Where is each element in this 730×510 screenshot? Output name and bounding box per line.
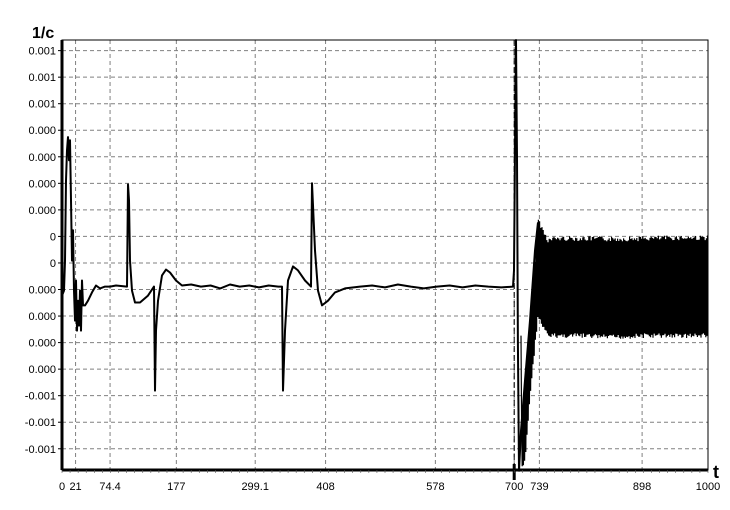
y-tick-label: -0.001 bbox=[25, 444, 56, 456]
y-tick-label: 0.001 bbox=[28, 46, 56, 58]
x-tick-label: 177 bbox=[167, 481, 185, 493]
y-tick-label: -0.001 bbox=[25, 391, 56, 403]
oscillation-band bbox=[520, 219, 709, 467]
x-tick-label: 700 bbox=[505, 481, 523, 493]
x-tick-label: 739 bbox=[530, 481, 548, 493]
x-tick-label: 74.4 bbox=[99, 481, 120, 493]
ticks: 0.001 0.001 0.001 0.000 0.000 0.000 0.000 0 0 0.0… bbox=[25, 46, 720, 493]
y-tick-label: 0.000 bbox=[28, 178, 56, 190]
y-tick-label: 0 bbox=[50, 258, 56, 270]
y-tick-label: 0.000 bbox=[28, 364, 56, 376]
y-tick-label: 0.000 bbox=[28, 338, 56, 350]
x-tick-label: 408 bbox=[316, 481, 334, 493]
y-axis-label: 1/c bbox=[32, 25, 54, 42]
data-layer bbox=[61, 39, 709, 480]
y-tick-label: 0.000 bbox=[28, 205, 56, 217]
y-tick-label: 0.000 bbox=[28, 125, 56, 137]
x-tick-label: 21 bbox=[69, 481, 81, 493]
x-tick-label: 578 bbox=[426, 481, 444, 493]
y-tick-label: 0.001 bbox=[28, 99, 56, 111]
y-tick-label: 0 bbox=[50, 231, 56, 243]
y-tick-label: 0.001 bbox=[28, 72, 56, 84]
grid bbox=[62, 40, 708, 470]
x-axis-label: t bbox=[713, 462, 719, 482]
x-tick-label: 1000 bbox=[696, 481, 720, 493]
x-tick-label: 299.1 bbox=[241, 481, 269, 493]
series-line bbox=[61, 39, 539, 472]
y-tick-label: 0.000 bbox=[28, 152, 56, 164]
y-tick-label: 0.000 bbox=[28, 311, 56, 323]
y-tick-label: -0.001 bbox=[25, 417, 56, 429]
x-tick-label: 898 bbox=[633, 481, 651, 493]
y-tick-label: 0.000 bbox=[28, 285, 56, 297]
x-tick-label: 0 bbox=[59, 481, 65, 493]
